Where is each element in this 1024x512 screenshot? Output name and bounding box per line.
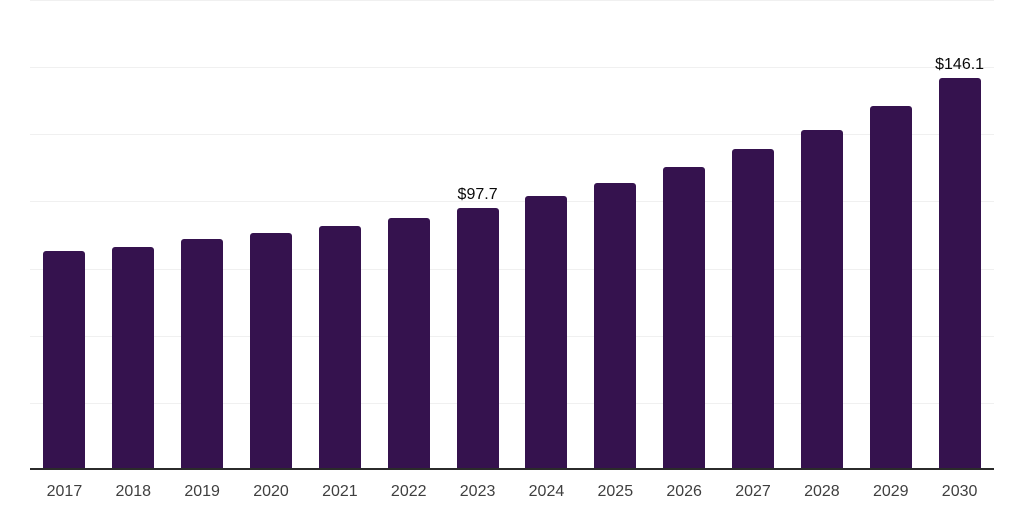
plot-area: $97.7 $146.1 [30,0,994,470]
bar-2022 [387,217,430,470]
gridline-25 [30,402,994,404]
gridline-150 [30,67,994,69]
gridline-75 [30,268,994,270]
gridline-175 [30,0,994,1]
bar-slot-2025 [581,0,650,470]
bar-2019 [181,238,224,470]
bar-2020 [250,233,292,470]
x-tick-label-2030: 2030 [941,483,978,500]
bar-slot-2017 [30,0,99,470]
bar-2021 [318,225,361,470]
gridline-100 [30,201,994,203]
bar-2026 [663,167,706,470]
bar-slot-2024 [512,0,581,470]
x-tick-label-2024: 2024 [528,483,565,500]
bar-slot-2030: $146.1 [925,0,994,470]
x-tick-label-2022: 2022 [390,483,427,500]
bar-slot-2023: $97.7 [443,0,512,470]
bar-slot-2027 [719,0,788,470]
x-tick-label-2019: 2019 [184,483,220,500]
bar-2024 [525,195,568,470]
bars: $97.7 $146.1 [30,0,994,470]
x-tick-label-2027: 2027 [735,483,771,500]
bar-slot-2020 [237,0,306,470]
gridline-125 [30,134,994,136]
bar-slot-2021 [305,0,374,470]
bar-slot-2018 [99,0,168,470]
bar-2028 [800,130,843,470]
bar-slot-2029 [856,0,925,470]
x-axis-labels: 2017 2018 2019 2020 2021 2022 2023 2024 2025 2026… [30,470,994,512]
bar-2027 [732,149,775,470]
bar-2023 [456,207,499,470]
value-label-2030: $146.1 [935,55,985,73]
bar-2018 [112,246,155,470]
x-tick-label-2023: 2023 [459,483,496,500]
x-tick-label-2029: 2029 [872,483,909,500]
bar-2030 [938,77,981,470]
x-tick-label-2026: 2026 [666,483,702,500]
x-axis-line [30,468,994,470]
bar-slot-2026 [650,0,719,470]
value-label-2023: $97.7 [457,185,498,203]
bar-2025 [594,183,637,470]
x-tick-label-2017: 2017 [46,483,83,500]
x-tick-label-2028: 2028 [804,483,840,500]
gridline-50 [30,335,994,337]
x-tick-label-2025: 2025 [597,483,634,500]
x-tick-label-2021: 2021 [322,483,358,500]
x-tick-label-2020: 2020 [253,483,289,500]
bar-2017 [43,250,86,470]
bar-slot-2028 [787,0,856,470]
bar-slot-2022 [374,0,443,470]
bar-slot-2019 [168,0,237,470]
x-tick-label-2018: 2018 [115,483,152,500]
bar-2029 [869,106,912,470]
